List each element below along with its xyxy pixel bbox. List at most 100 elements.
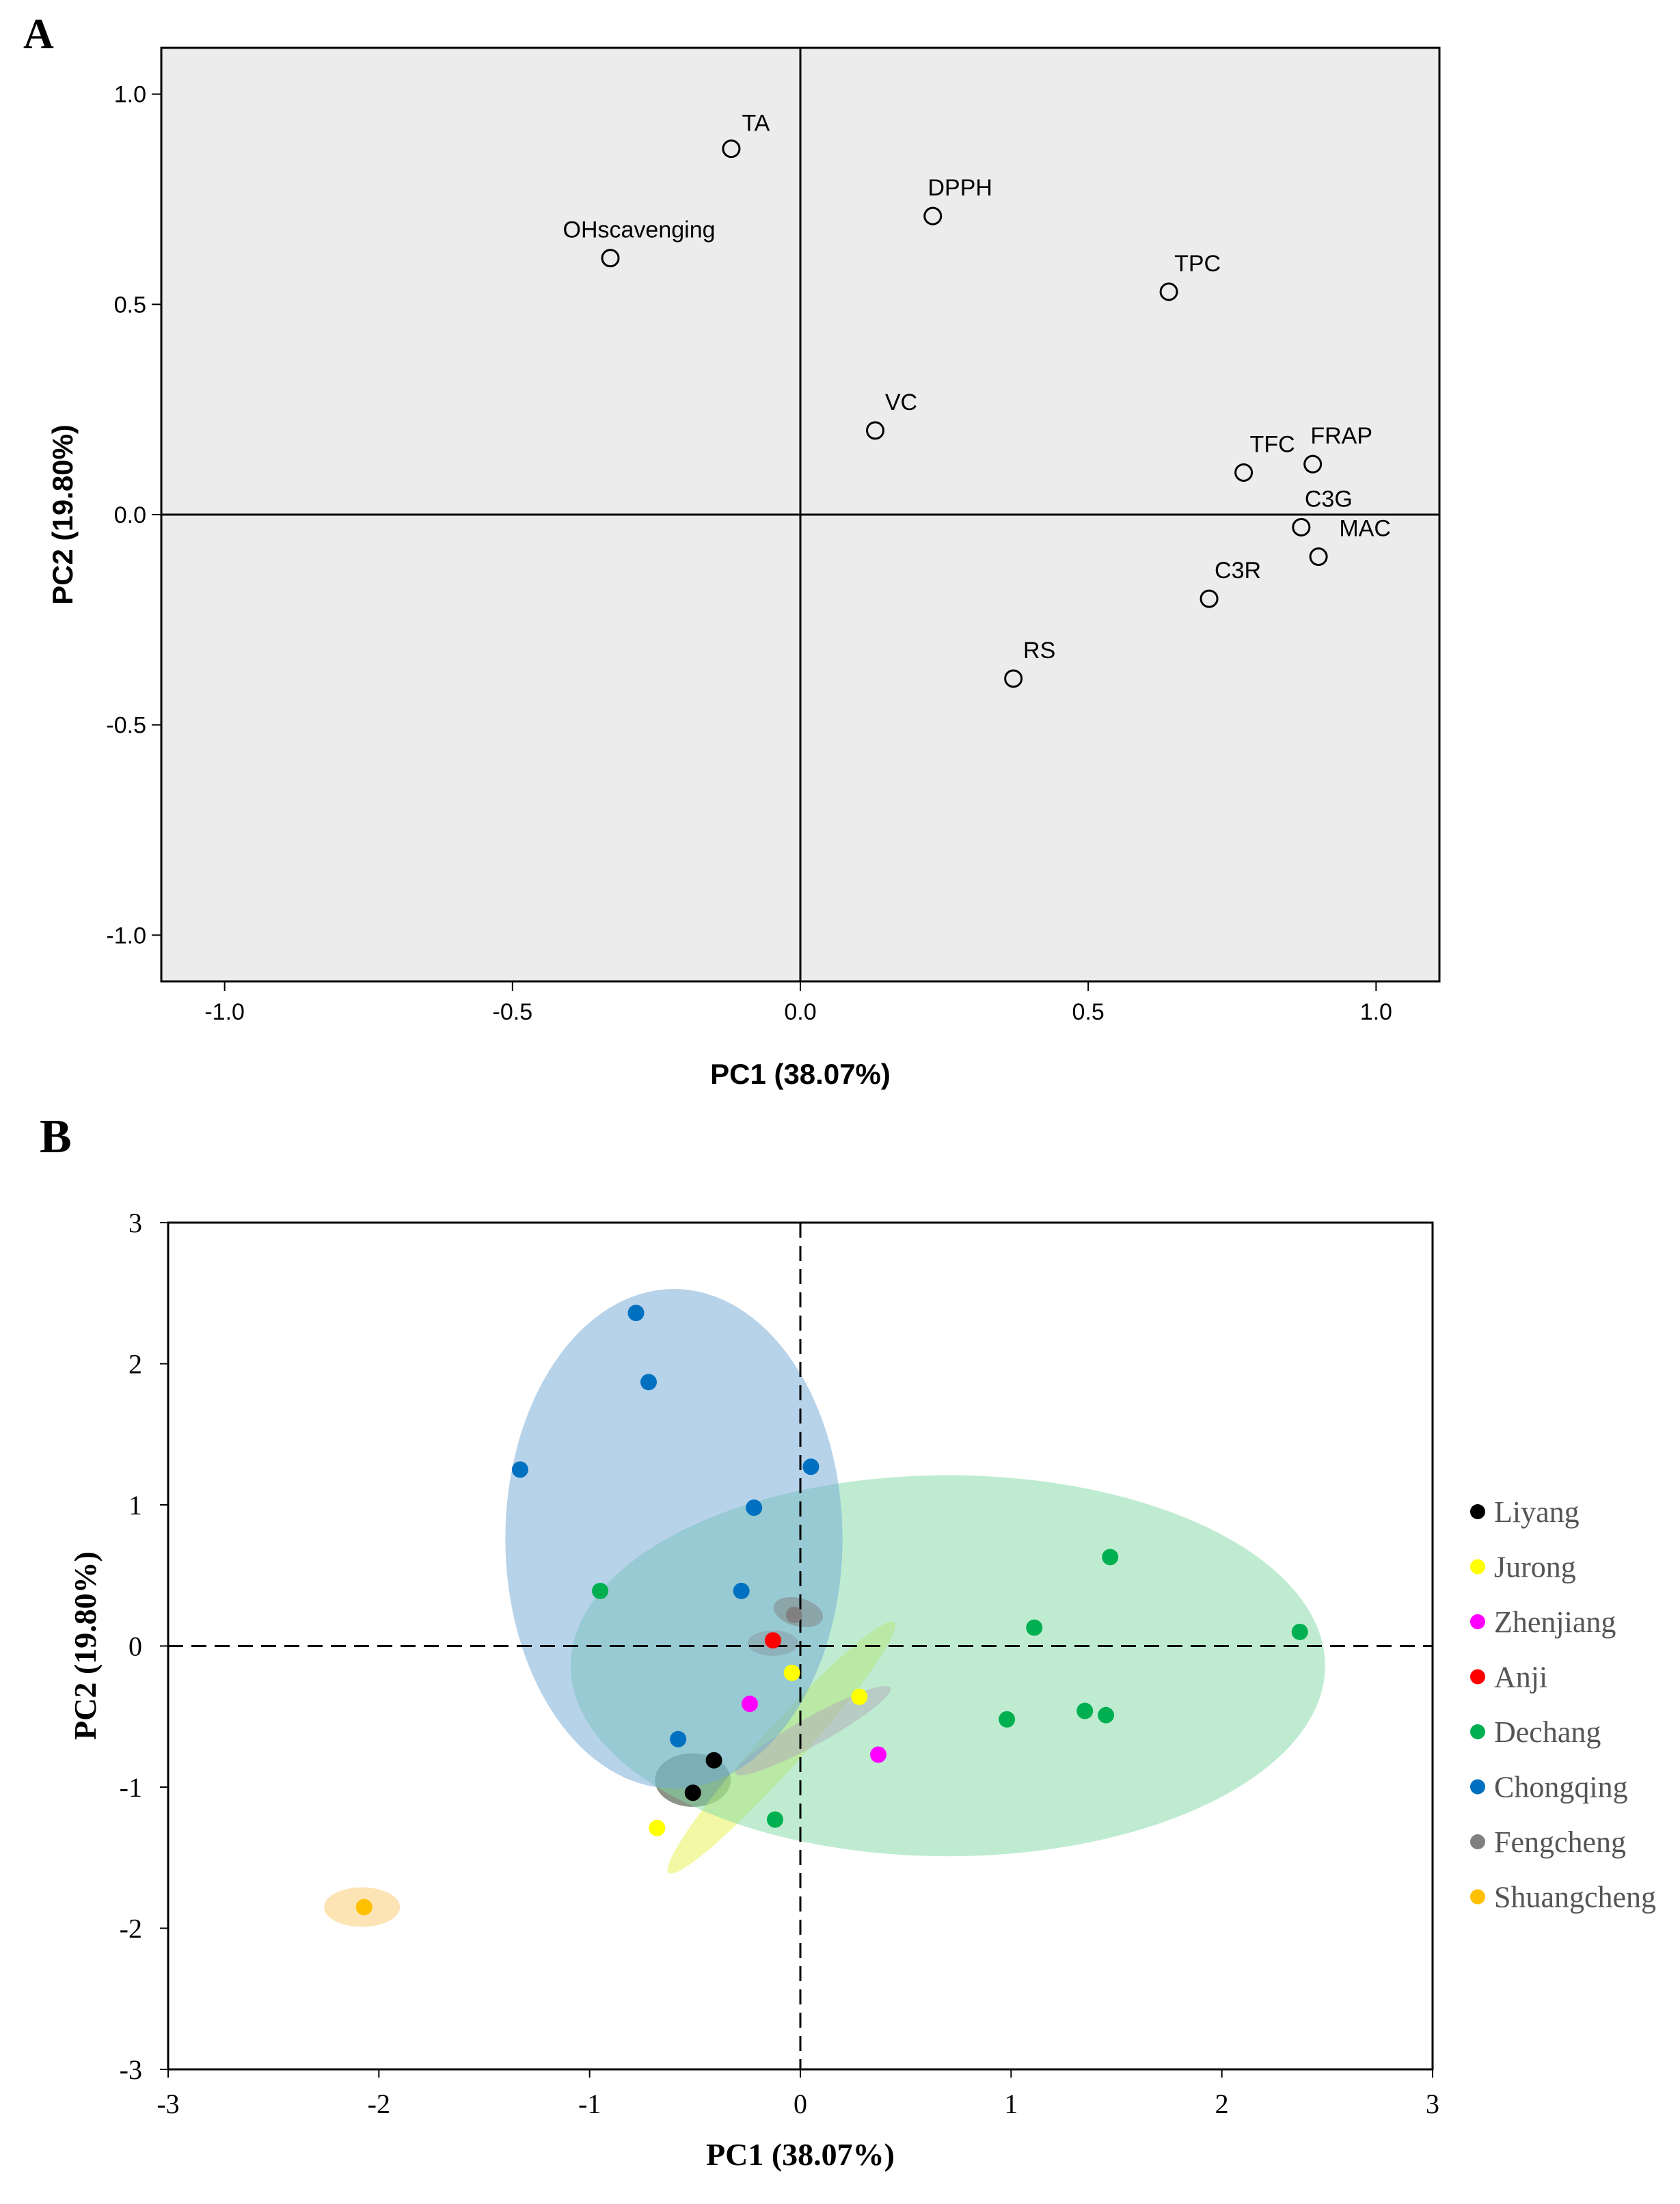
point-dechang: [1291, 1623, 1308, 1640]
legend-marker-liyang: [1470, 1504, 1485, 1519]
point-liyang: [684, 1784, 701, 1801]
panel-a-y-tick-label: -0.5: [106, 713, 146, 739]
panel-a-x-tick-label: 0.0: [784, 999, 816, 1025]
point-dechang: [1102, 1549, 1119, 1566]
loading-label-mac: MAC: [1339, 516, 1391, 542]
point-dechang: [1076, 1702, 1094, 1719]
loading-point-ohscavenging: [601, 249, 620, 268]
loading-point-vc: [866, 421, 885, 440]
ellipse-chongqing: [505, 1289, 843, 1789]
legend-marker-shuangcheng: [1470, 1889, 1485, 1905]
legend-marker-anji: [1470, 1669, 1485, 1685]
loading-point-rs: [1004, 669, 1023, 688]
loading-label-ta: TA: [742, 111, 770, 137]
loading-label-c3g: C3G: [1305, 486, 1353, 512]
panel-b-y-tick-label: 0: [128, 1631, 142, 1662]
loading-point-tfc: [1234, 463, 1254, 482]
loading-label-tfc: TFC: [1250, 431, 1295, 457]
panel-a-points: TA DPPH OHscavenging TPC VC TFC FRAP C3G MAC C3R R…: [563, 111, 1391, 688]
panel-b-x-tick-label: -3: [157, 2089, 179, 2119]
point-chongqing: [640, 1374, 657, 1391]
panel-a-y-tick-label: 0.0: [114, 502, 146, 528]
loading-label-rs: RS: [1023, 638, 1055, 664]
panel-a-y-tick-label: 1.0: [114, 82, 146, 108]
point-chongqing: [627, 1305, 645, 1322]
legend-marker-zhenjiang: [1470, 1614, 1485, 1629]
panel-a-y-axis-label: PC2 (19.80%): [46, 424, 79, 605]
panel-a-y-tick-label: 0.5: [114, 292, 146, 318]
panel-b-y-axis-label: PC2 (19.80%): [68, 1551, 103, 1740]
point-zhenjiang: [870, 1746, 887, 1763]
panel-b-x-tick-label: -1: [578, 2089, 601, 2119]
panel-b-legend: Liyang Jurong Zhenjiang Anji Dechang Chongqin…: [1470, 1495, 1656, 1914]
point-chongqing: [746, 1499, 763, 1516]
panel-a-x-tick-label: -1.0: [204, 999, 245, 1025]
legend-marker-fengcheng: [1470, 1834, 1485, 1849]
point-anji: [764, 1632, 781, 1649]
loading-label-dpph: DPPH: [928, 175, 992, 201]
panel-a-x-tick-label: 0.5: [1072, 999, 1105, 1025]
point-dechang: [1098, 1706, 1115, 1724]
panel-b-label: B: [40, 1111, 72, 1163]
point-jurong: [851, 1688, 868, 1705]
legend-label-dechang: Dechang: [1494, 1715, 1601, 1749]
panel-b-y-tick-label: -1: [120, 1772, 142, 1803]
point-chongqing: [670, 1730, 687, 1747]
legend-marker-chongqing: [1470, 1779, 1485, 1795]
legend-label-liyang: Liyang: [1494, 1495, 1580, 1529]
legend-marker-dechang: [1470, 1724, 1485, 1739]
loading-point-ta: [722, 139, 741, 159]
panel-a-x-tick-label: 1.0: [1360, 999, 1392, 1025]
point-fengcheng: [785, 1607, 802, 1624]
panel-a-x-axis-label: PC1 (38.07%): [710, 1058, 891, 1090]
panel-a-y-tick-label: -1.0: [106, 923, 146, 949]
panel-b-x-tick-label: 1: [1004, 2089, 1018, 2119]
legend-label-anji: Anji: [1494, 1661, 1547, 1694]
loading-point-c3r: [1200, 589, 1219, 608]
loading-label-ohscavenging: OHscavenging: [563, 217, 716, 243]
loading-label-tpc: TPC: [1174, 251, 1221, 277]
point-jurong: [649, 1819, 666, 1836]
point-chongqing: [511, 1461, 528, 1478]
point-zhenjiang: [742, 1696, 758, 1713]
legend-label-zhenjiang: Zhenjiang: [1494, 1605, 1616, 1639]
loading-point-dpph: [923, 206, 943, 226]
panel-a-axes: -1.0 -0.5 0.0 0.5 1.0 -1.0 -0.5 0.0 0.5 1.0: [106, 48, 1439, 1025]
panel-b-y-tick-label: 2: [128, 1349, 142, 1380]
point-dechang: [767, 1811, 783, 1828]
point-dechang: [999, 1711, 1016, 1728]
legend-label-jurong: Jurong: [1494, 1551, 1576, 1584]
legend-label-fengcheng: Fengcheng: [1494, 1825, 1626, 1859]
legend-marker-jurong: [1470, 1559, 1485, 1575]
panel-b-y-tick-label: 1: [128, 1490, 142, 1521]
panel-a: A -1.0 -0.5 0.0 0.5 1.0 -1.0 -0.5 0.0 0.5 1.0 TA D…: [23, 11, 1441, 1090]
loading-point-c3g: [1292, 517, 1311, 536]
panel-b-ellipses: [324, 1289, 1325, 1927]
loading-point-tpc: [1159, 282, 1178, 301]
loading-point-mac: [1309, 547, 1328, 567]
panel-b-x-tick-label: 2: [1215, 2089, 1229, 2119]
point-chongqing: [802, 1458, 819, 1475]
legend-label-chongqing: Chongqing: [1494, 1771, 1628, 1804]
point-dechang: [1026, 1619, 1043, 1636]
panel-b-x-tick-label: 3: [1426, 2089, 1439, 2119]
panel-b-reference-lines: [168, 1223, 1433, 2069]
loading-label-frap: FRAP: [1310, 423, 1372, 449]
panel-b: B -3 -2 -1 0 1 2 3 -3 -2 -1 0 1 2 3 PC1 (38.07%) PC2 …: [40, 1111, 1656, 2172]
point-liyang: [705, 1752, 722, 1769]
panel-b-x-tick-label: -2: [368, 2089, 390, 2119]
panel-b-y-tick-label: 3: [128, 1208, 142, 1238]
point-jurong: [783, 1664, 800, 1681]
panel-a-x-tick-label: -0.5: [493, 999, 533, 1025]
panel-b-points: [355, 1305, 1308, 1916]
point-dechang: [592, 1582, 609, 1599]
loading-label-c3r: C3R: [1215, 558, 1261, 584]
panel-b-x-axis-label: PC1 (38.07%): [706, 2137, 895, 2172]
point-shuangcheng: [355, 1899, 372, 1916]
loading-point-frap: [1303, 454, 1323, 474]
legend-label-shuangcheng: Shuangcheng: [1494, 1881, 1656, 1914]
panel-b-x-tick-label: 0: [794, 2089, 807, 2119]
panel-a-label: A: [23, 11, 54, 57]
panel-b-axes: -3 -2 -1 0 1 2 3 -3 -2 -1 0 1 2 3: [120, 1208, 1439, 2119]
